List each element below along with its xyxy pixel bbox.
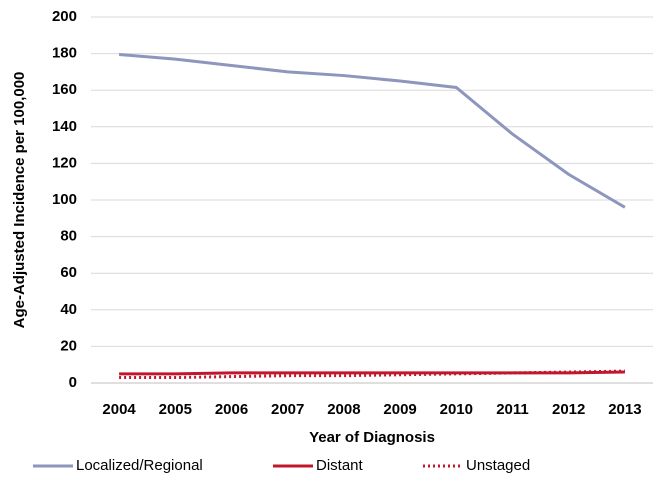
x-tick-label: 2009	[383, 401, 416, 418]
y-tick-label: 140	[52, 118, 77, 135]
x-tick-label: 2011	[496, 401, 529, 418]
y-tick-label: 120	[52, 154, 77, 171]
y-tick-label: 200	[52, 8, 77, 25]
legend-label: Distant	[316, 457, 364, 474]
y-tick-label: 80	[60, 228, 77, 245]
legend-label: Localized/Regional	[76, 457, 203, 474]
y-tick-label: 160	[52, 81, 77, 98]
x-tick-label: 2004	[102, 401, 136, 418]
y-tick-label: 0	[69, 374, 77, 391]
x-tick-label: 2010	[440, 401, 473, 418]
x-axis-title: Year of Diagnosis	[309, 429, 435, 446]
y-tick-label: 20	[60, 337, 77, 354]
y-axis-title: Age-Adjusted Incidence per 100,000	[11, 72, 28, 329]
x-tick-label: 2013	[608, 401, 641, 418]
y-tick-label: 100	[52, 191, 77, 208]
series-line	[118, 53, 626, 209]
legend-label: Unstaged	[466, 457, 530, 474]
y-tick-label: 180	[52, 45, 77, 62]
y-tick-label: 40	[60, 301, 77, 318]
x-tick-label: 2008	[327, 401, 360, 418]
x-tick-label: 2006	[215, 401, 248, 418]
x-tick-label: 2005	[159, 401, 192, 418]
series-line	[119, 369, 625, 380]
series-line	[119, 370, 625, 376]
x-tick-label: 2007	[271, 401, 304, 418]
y-tick-label: 60	[60, 264, 77, 281]
x-tick-label: 2012	[552, 401, 585, 418]
